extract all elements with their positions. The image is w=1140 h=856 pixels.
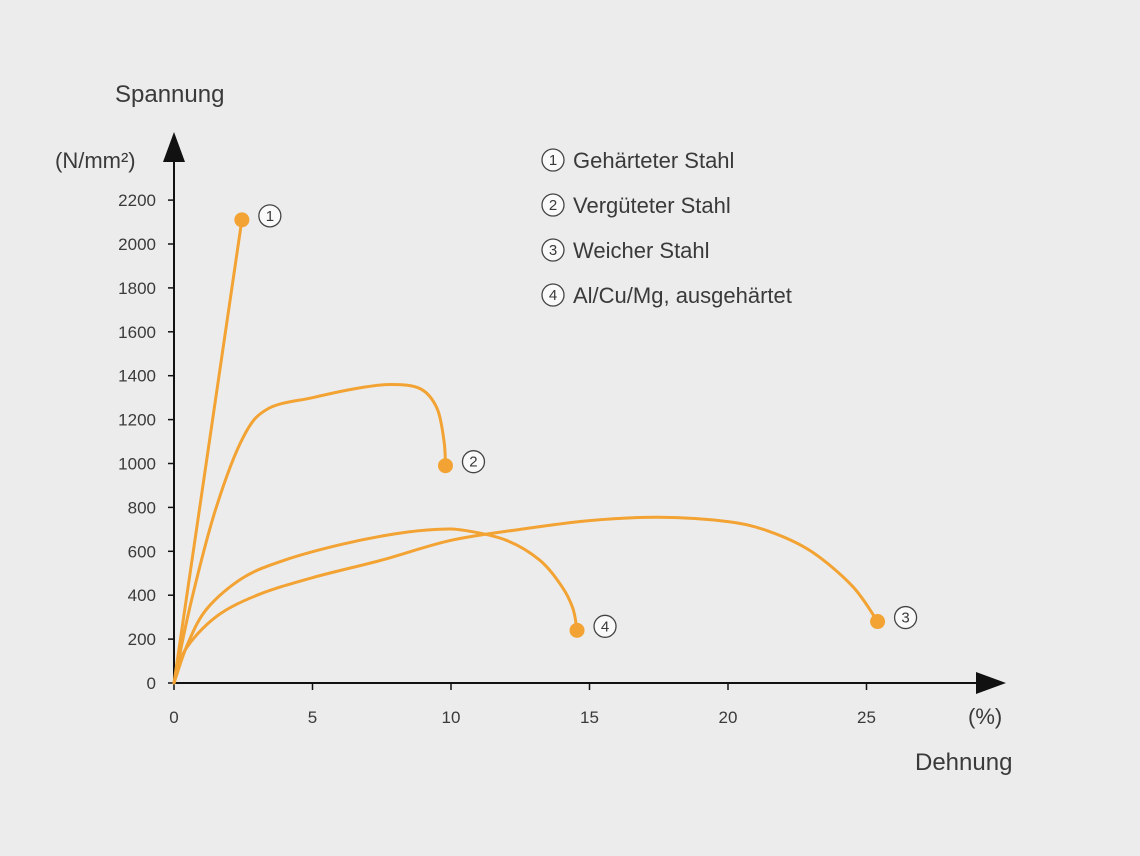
series-line-4	[172, 527, 579, 685]
series-markers: 1 2 3 4	[234, 204, 918, 638]
legend-label-4: Al/Cu/Mg, ausgehärtet	[573, 283, 792, 308]
x-tick-label: 10	[442, 708, 461, 727]
legend-number-3: 3	[549, 242, 557, 259]
y-tick-label: 1000	[118, 455, 156, 474]
legend-label-2: Vergüteter Stahl	[573, 193, 731, 218]
y-axis-unit: (N/mm²)	[55, 148, 136, 173]
legend-label-3: Weicher Stahl	[573, 238, 710, 263]
y-tick-label: 200	[128, 630, 156, 649]
x-axis-unit: (%)	[968, 704, 1002, 729]
x-tick-label: 15	[580, 708, 599, 727]
y-tick-label: 400	[128, 586, 156, 605]
series-number-badge-2	[461, 450, 486, 474]
series-line-1	[172, 218, 244, 685]
y-tick-label: 1600	[118, 323, 156, 342]
legend-number-badge-2	[541, 193, 565, 217]
series-end-dot-1	[234, 212, 250, 228]
series-number-label-2: 2	[469, 454, 477, 471]
x-axis-title: Dehnung	[915, 749, 1012, 776]
series-number-label-3: 3	[901, 610, 909, 627]
series-lines	[172, 218, 880, 685]
series-end-dot-3	[870, 614, 886, 630]
x-tick-label: 0	[169, 708, 178, 727]
legend-number-4: 4	[549, 287, 557, 304]
series-number-label-4: 4	[601, 618, 609, 635]
y-tick-label: 1200	[118, 411, 156, 430]
series-end-dot-4	[569, 622, 585, 638]
x-ticks: 0 5 10 15 20 25	[169, 683, 876, 727]
x-tick-label: 5	[308, 708, 317, 727]
y-tick-label: 2200	[118, 191, 156, 210]
y-ticks: 0 200 400 600 800 1000 1200 1400 1600 1800 2000 220…	[118, 191, 174, 693]
legend-number-badge-1	[541, 148, 565, 172]
series-number-badge-1	[258, 204, 282, 228]
y-tick-label: 1400	[118, 367, 156, 386]
legend-number-badge-3	[541, 238, 565, 262]
y-tick-label: 1800	[118, 279, 156, 298]
x-tick-label: 20	[719, 708, 738, 727]
series-line-3	[172, 515, 880, 685]
y-tick-label: 800	[128, 498, 156, 517]
y-axis-title: Spannung	[115, 81, 224, 108]
legend-number-badge-4	[541, 283, 565, 307]
series-line-2	[172, 382, 447, 685]
y-axis-arrow	[163, 132, 185, 162]
legend-label-1: Gehärteter Stahl	[573, 148, 734, 173]
legend-number-2: 2	[549, 197, 557, 214]
y-tick-label: 0	[147, 674, 156, 693]
x-axis-arrow	[976, 672, 1006, 694]
series-end-dot-2	[437, 458, 453, 474]
y-tick-label: 600	[128, 542, 156, 561]
legend-number-1: 1	[549, 152, 557, 169]
series-number-badge-4	[593, 614, 617, 638]
series-number-badge-3	[893, 605, 918, 630]
legend: 1 Gehärteter Stahl 2 Vergüteter Stahl 3 Weich…	[541, 148, 792, 308]
series-number-label-1: 1	[266, 208, 274, 225]
x-tick-label: 25	[857, 708, 876, 727]
y-tick-label: 2000	[118, 235, 156, 254]
